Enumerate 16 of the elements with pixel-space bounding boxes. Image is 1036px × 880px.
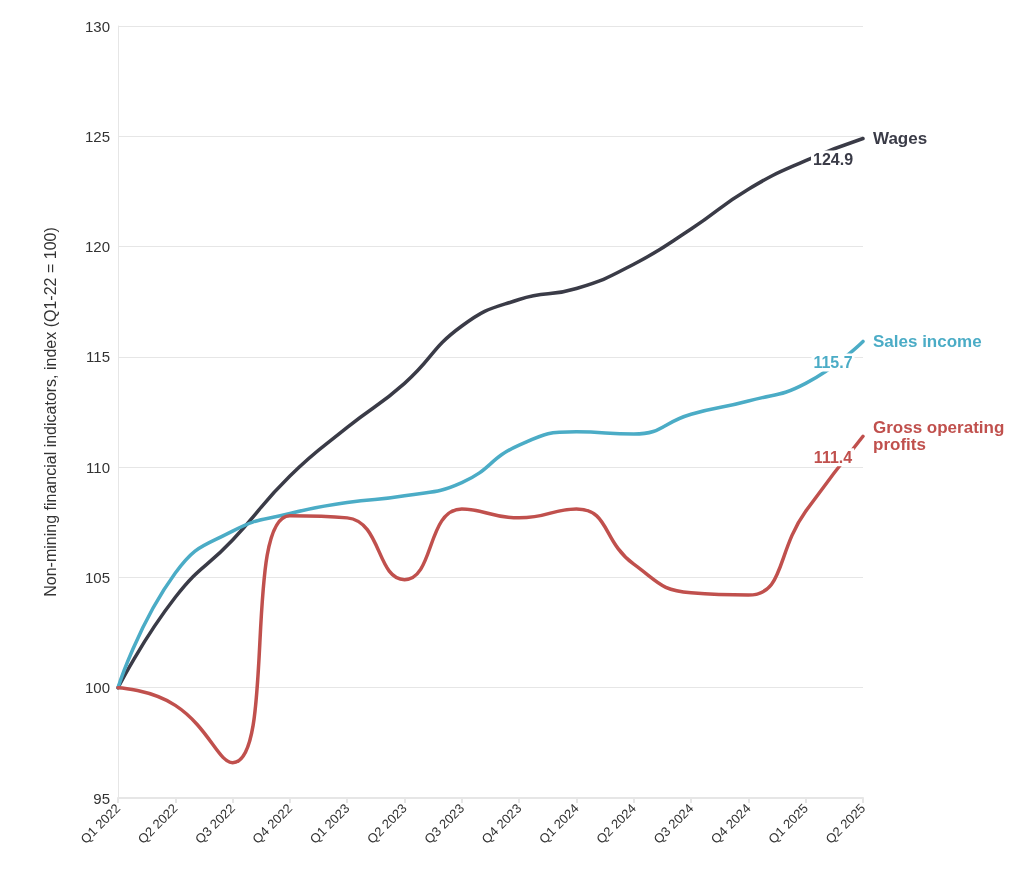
y-tick-label: 105 [84, 568, 110, 586]
series-label: Wages [873, 128, 928, 148]
y-tick-label: 100 [84, 679, 110, 697]
data-label: 124.9 [812, 150, 854, 168]
data-label: 111.4 [813, 448, 853, 466]
series-label: Gross operating profits [873, 418, 1010, 455]
y-axis-title: Non-mining financial indicators, index (Q1-22 = 100) [41, 227, 59, 597]
y-tick-label: 95 [93, 789, 110, 807]
y-tick-label: 130 [84, 17, 110, 35]
y-tick-label: 125 [84, 127, 110, 145]
line-series [116, 434, 865, 765]
data-label: 115.7 [813, 353, 853, 371]
y-tick-label: 120 [84, 238, 110, 256]
y-tick-label: 115 [86, 348, 110, 366]
y-tick-label: 110 [86, 458, 110, 476]
series-label: Sales income [873, 331, 982, 351]
